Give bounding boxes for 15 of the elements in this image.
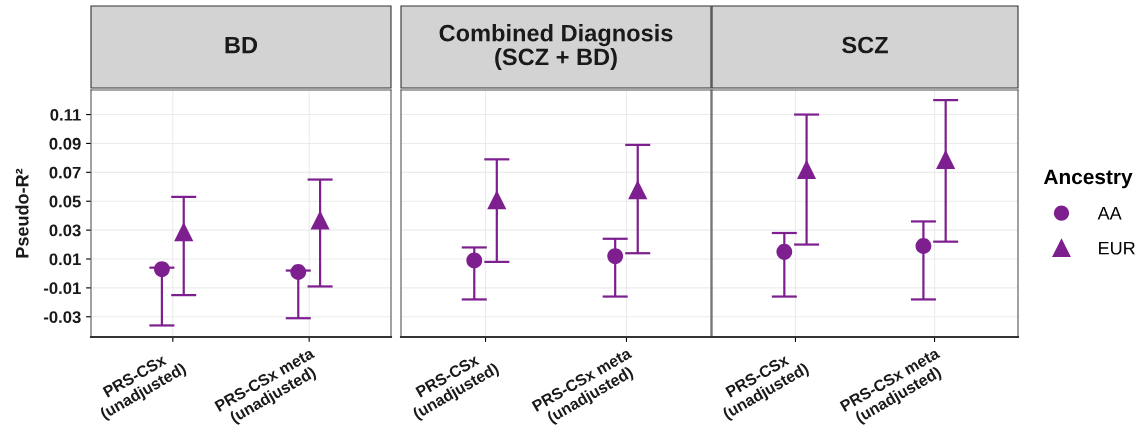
y-tick-label: 0.01	[49, 253, 81, 266]
legend-label: AA	[1097, 207, 1122, 220]
y-tick-label: -0.01	[43, 282, 81, 295]
y-tick-label: 0.07	[49, 166, 81, 179]
y-tick-label: 0.05	[49, 195, 81, 208]
chart-title: SCZ	[842, 36, 888, 54]
y-tick-label: 0.11	[50, 108, 81, 121]
legend-label: EUR	[1099, 241, 1135, 255]
y-tick-label: 0.03	[49, 224, 81, 237]
legend-title: Ancestry	[1043, 169, 1133, 189]
chart-title: BD	[225, 36, 258, 54]
y-tick-label: 0.09	[49, 137, 81, 150]
y-axis-title: Pseudo-R²	[15, 168, 29, 258]
chart-title: Combined Diagnosis (SCZ + BD)	[439, 24, 673, 70]
y-tick-label: -0.03	[43, 311, 81, 323]
